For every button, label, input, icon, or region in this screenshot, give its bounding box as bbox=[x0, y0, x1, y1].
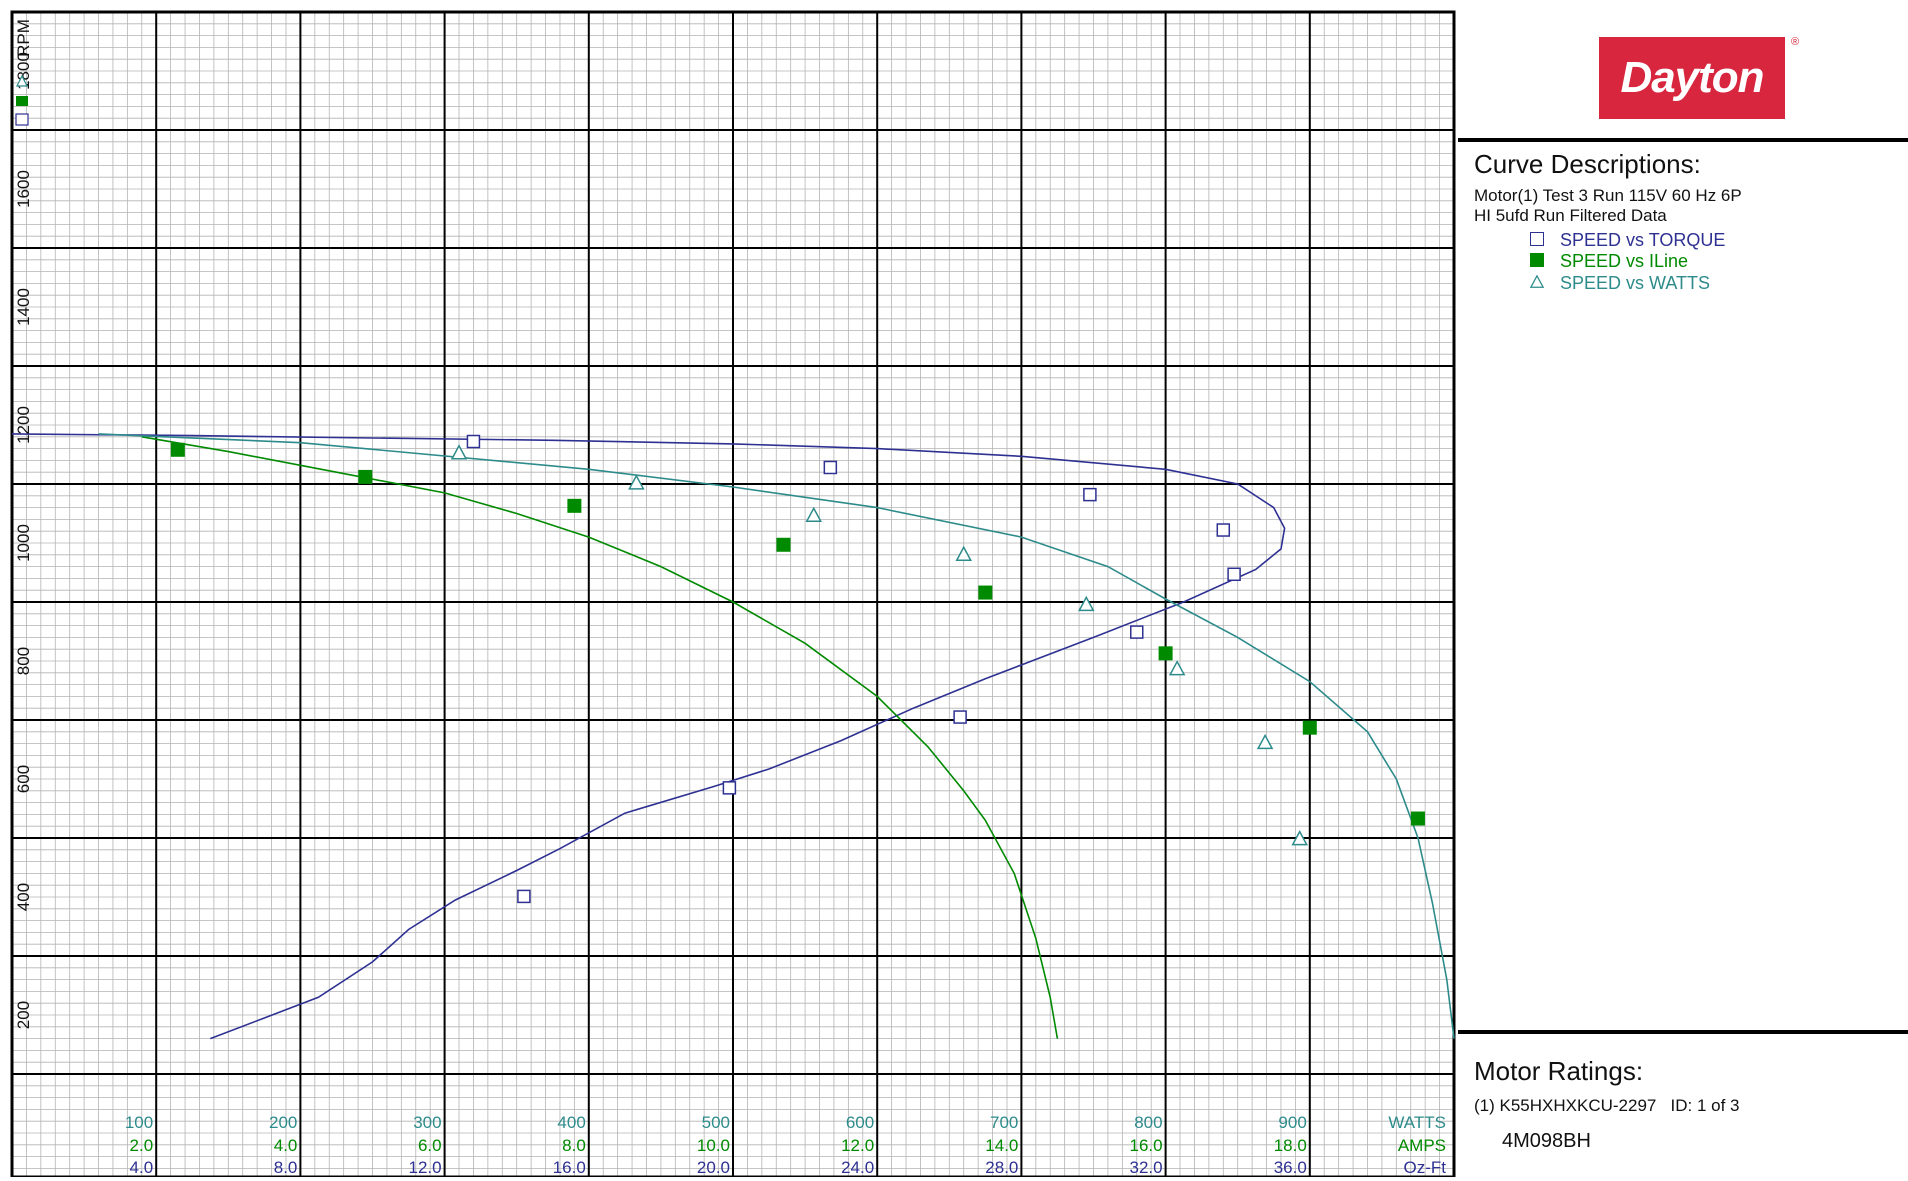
curves bbox=[11, 433, 1455, 1040]
filled-square-icon bbox=[1530, 253, 1544, 267]
legend-item-iline: SPEED vs ILine bbox=[1530, 251, 1689, 272]
y-tick-label: 1600 bbox=[14, 170, 33, 208]
markers bbox=[170, 434, 1425, 904]
data-point-marker bbox=[955, 545, 972, 561]
x-tick-label: 500 bbox=[702, 1113, 730, 1132]
y-axis-label: RPM bbox=[14, 19, 33, 57]
legend-item-torque: SPEED vs TORQUE bbox=[1530, 230, 1726, 251]
data-point-marker bbox=[953, 710, 967, 724]
y-axis-torque-marker bbox=[15, 113, 29, 126]
x-tick-label: 8.0 bbox=[274, 1158, 298, 1177]
motor-ratings-title: Motor Ratings: bbox=[1474, 1056, 1644, 1086]
data-point-marker bbox=[1083, 487, 1097, 502]
data-point-marker bbox=[1291, 830, 1308, 846]
x-tick-label: 100 bbox=[125, 1113, 153, 1132]
y-tick-label: 1000 bbox=[14, 524, 33, 562]
major-grid bbox=[10, 10, 1456, 1177]
data-point-marker bbox=[1216, 523, 1231, 537]
x-tick-label: 400 bbox=[557, 1113, 585, 1132]
data-point-marker bbox=[170, 442, 185, 457]
data-point-marker bbox=[823, 460, 838, 475]
motor-ratings-panel: Motor Ratings: (1) K55HXHXKCU-2297 ID: 1… bbox=[1458, 1030, 1908, 1181]
x-tick-label: 14.0 bbox=[985, 1136, 1018, 1155]
plot-border bbox=[10, 10, 1456, 1177]
x-tick-label: 900 bbox=[1278, 1113, 1306, 1132]
series-line-0 bbox=[11, 433, 1286, 1040]
x-tick-label: 4.0 bbox=[274, 1136, 298, 1155]
x-tick-label: 300 bbox=[413, 1113, 441, 1132]
data-point-marker bbox=[978, 585, 993, 600]
data-point-marker bbox=[1130, 625, 1144, 639]
data-point-marker bbox=[1168, 660, 1186, 676]
data-point-marker bbox=[358, 469, 373, 484]
legend-label-iline: SPEED vs ILine bbox=[1560, 251, 1689, 271]
data-point-marker bbox=[1256, 733, 1274, 750]
x-tick-label: 12.0 bbox=[841, 1136, 874, 1155]
data-point-marker bbox=[776, 537, 791, 552]
data-point-marker bbox=[517, 889, 531, 904]
x-tick-label: 12.0 bbox=[409, 1158, 442, 1177]
legend-label-torque: SPEED vs TORQUE bbox=[1560, 230, 1726, 250]
motor-ratings-line: (1) K55HXHXKCU-2297 ID: 1 of 3 bbox=[1474, 1096, 1740, 1115]
x-tick-label: 700 bbox=[990, 1113, 1018, 1132]
open-square-icon bbox=[1530, 232, 1544, 246]
x-axis-label: AMPS bbox=[1398, 1136, 1446, 1155]
x-tick-label: 36.0 bbox=[1274, 1158, 1307, 1177]
x-tick-label: 4.0 bbox=[130, 1158, 154, 1177]
x-tick-label: 18.0 bbox=[1274, 1136, 1307, 1155]
y-tick-label: 400 bbox=[14, 883, 33, 911]
data-description-line: HI 5ufd Run Filtered Data bbox=[1474, 206, 1667, 225]
y-tick-label: 1200 bbox=[14, 406, 33, 444]
x-tick-label: 800 bbox=[1134, 1113, 1162, 1132]
x-tick-label: 24.0 bbox=[841, 1158, 874, 1177]
y-tick-label: 800 bbox=[14, 647, 33, 675]
x-tick-label: 10.0 bbox=[697, 1136, 730, 1155]
x-tick-label: 16.0 bbox=[553, 1158, 586, 1177]
data-point-marker bbox=[1078, 595, 1095, 612]
y-axis-watts-marker bbox=[16, 74, 28, 87]
open-triangle-icon bbox=[1530, 275, 1544, 288]
x-tick-label: 20.0 bbox=[697, 1158, 730, 1177]
x-tick-label: 600 bbox=[846, 1113, 874, 1132]
data-point-marker bbox=[722, 781, 737, 795]
x-tick-label: 2.0 bbox=[130, 1136, 154, 1155]
side-panel: Dayton ® Curve Descriptions: Motor(1) Te… bbox=[1458, 12, 1908, 1177]
logo-panel: Dayton ® bbox=[1458, 12, 1908, 142]
series-line-2 bbox=[98, 433, 1455, 1039]
y-axis-amps-marker bbox=[16, 96, 28, 106]
curve-descriptions-title: Curve Descriptions: bbox=[1474, 149, 1701, 179]
legend-item-watts: SPEED vs WATTS bbox=[1530, 273, 1711, 294]
data-point-marker bbox=[1410, 811, 1425, 826]
y-tick-label: 1800 bbox=[14, 52, 33, 90]
registered-mark: ® bbox=[1791, 36, 1800, 48]
model-number: 4M098BH bbox=[1502, 1130, 1591, 1152]
x-axis-label: Oz-Ft bbox=[1404, 1158, 1447, 1177]
data-point-marker bbox=[567, 498, 582, 513]
data-point-marker bbox=[1227, 567, 1241, 582]
data-point-marker bbox=[1158, 646, 1173, 661]
x-tick-label: 6.0 bbox=[418, 1136, 442, 1155]
x-tick-label: 200 bbox=[269, 1113, 297, 1132]
legend-label-watts: SPEED vs WATTS bbox=[1560, 273, 1711, 293]
test-description-line: Motor(1) Test 3 Run 115V 60 Hz 6P bbox=[1474, 186, 1742, 205]
data-point-marker bbox=[450, 444, 468, 460]
data-point-marker bbox=[466, 434, 481, 449]
x-tick-label: 16.0 bbox=[1130, 1136, 1163, 1155]
x-tick-label: 8.0 bbox=[562, 1136, 586, 1155]
x-tick-label: 32.0 bbox=[1130, 1158, 1163, 1177]
y-tick-label: 200 bbox=[14, 1001, 33, 1029]
data-point-marker bbox=[628, 474, 645, 490]
data-point-marker bbox=[805, 506, 823, 523]
brand-logo: Dayton bbox=[1599, 37, 1785, 119]
y-tick-label: 600 bbox=[14, 765, 33, 793]
series-line-1 bbox=[141, 436, 1059, 1039]
x-tick-label: 28.0 bbox=[985, 1158, 1018, 1177]
x-axis-label: WATTS bbox=[1388, 1113, 1446, 1132]
y-tick-label: 1400 bbox=[14, 288, 33, 326]
data-point-marker bbox=[1302, 720, 1317, 735]
